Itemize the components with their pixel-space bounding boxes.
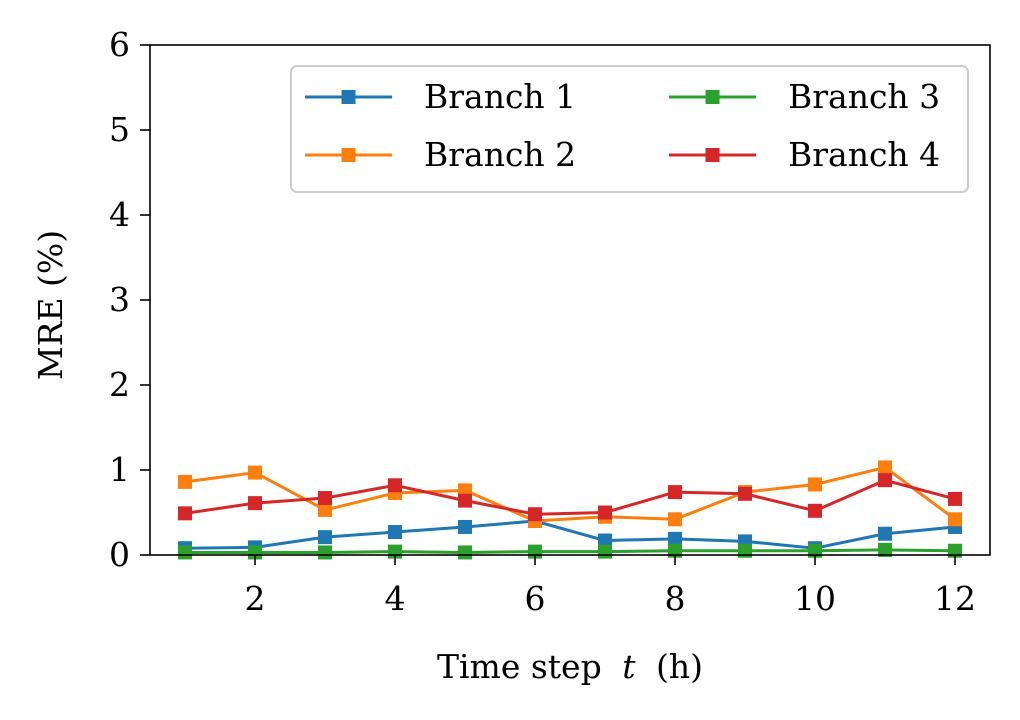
data-point [738,486,752,501]
data-point [318,530,332,545]
y-tick-label: 2 [109,365,130,404]
legend-marker [705,90,720,104]
data-point [948,512,962,527]
series-line [184,519,956,550]
y-tick-label: 3 [109,280,130,319]
data-point [808,477,822,492]
legend-label: Branch 1 [424,77,576,116]
x-axis-label-unit: (h) [656,647,703,686]
data-point [458,545,472,560]
data-point [248,496,262,511]
data-point [668,485,682,500]
data-point [318,491,332,506]
series-line [184,478,956,516]
data-point [878,460,892,475]
data-point [878,526,892,541]
x-axis-label-text: Time step [437,647,602,686]
legend-item-branch-2: Branch 2 [305,135,576,174]
legend-marker [341,90,356,104]
legend-label: Branch 2 [424,135,576,174]
x-tick-label: 6 [525,579,546,618]
data-point [388,525,402,540]
data-point [598,544,612,559]
series-branch-3 [178,542,962,560]
series-branch-2 [178,460,962,528]
data-point [458,519,472,534]
legend-label: Branch 4 [788,135,940,174]
series-line [184,465,956,523]
data-point [178,545,192,560]
x-axis-label-variable: t [622,647,636,686]
legend-marker [341,148,356,162]
series-line [185,548,956,554]
data-point [248,465,262,480]
legend-item-branch-3: Branch 3 [669,77,940,116]
plot-content [178,460,962,560]
data-point [318,502,332,517]
data-point [668,531,682,546]
x-axis-label: Time step t (h) [437,647,703,686]
legend-box [290,65,969,193]
series-branch-4 [178,473,962,522]
data-point [528,507,542,522]
data-point [458,493,472,508]
data-point [598,533,612,548]
x-tick-label: 2 [245,579,266,618]
x-tick-label: 8 [665,579,686,618]
data-point [878,473,892,488]
data-point [598,505,612,520]
legend-item-branch-1: Branch 1 [305,77,576,116]
x-tick-label: 12 [934,579,976,618]
legend-label: Branch 3 [788,77,940,116]
x-tick-label: 4 [385,579,406,618]
y-tick-label: 5 [109,110,130,149]
data-point [668,512,682,527]
data-point [318,545,332,560]
data-point [388,478,402,493]
data-point [178,506,192,521]
y-axis-label: MRE (%) [31,230,70,380]
y-tick-label: 0 [109,535,130,574]
data-point [948,491,962,506]
x-tick-label: 10 [794,579,836,618]
legend: Branch 1 Branch 2 Branch 3 Branch 4 [290,65,969,193]
data-point [808,503,822,518]
y-tick-label: 6 [109,25,130,64]
y-tick-label: 4 [109,195,130,234]
legend-marker [705,148,720,162]
y-tick-label: 1 [109,450,130,489]
data-point [248,545,262,560]
legend-item-branch-4: Branch 4 [669,135,940,174]
data-point [178,474,192,489]
data-point [878,542,892,557]
